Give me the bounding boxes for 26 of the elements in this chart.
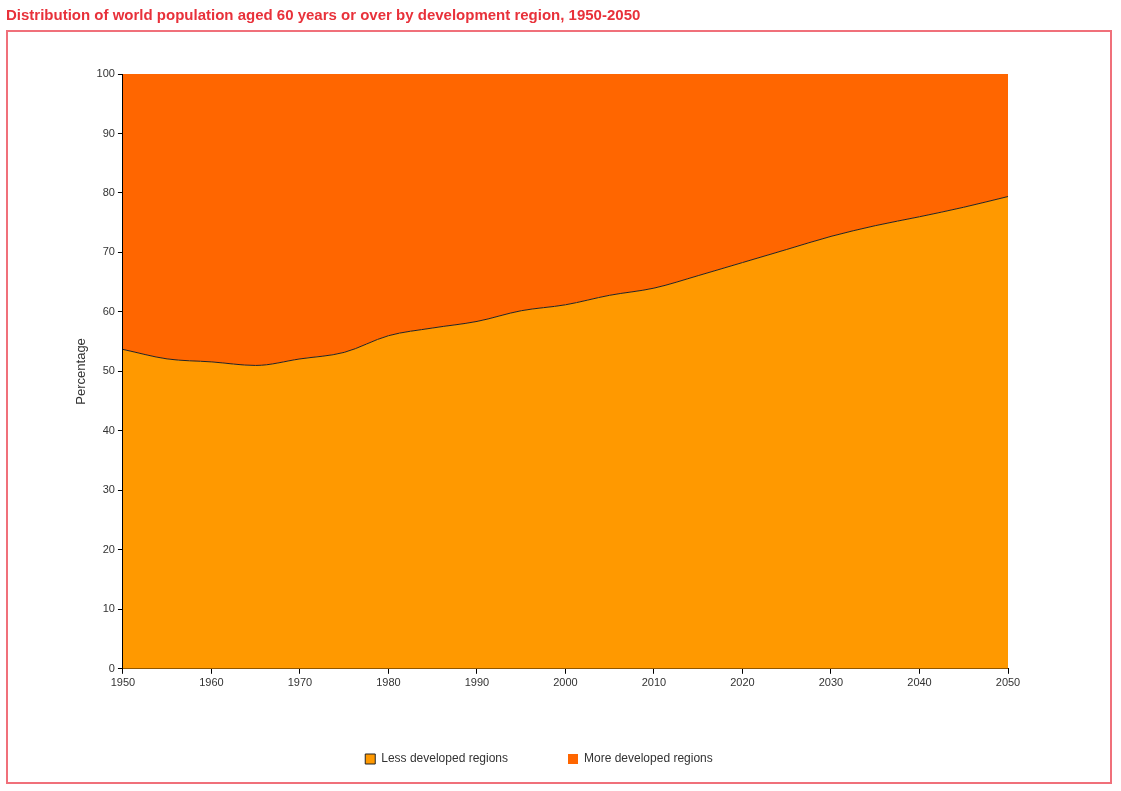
legend-label: More developed regions — [584, 751, 713, 766]
x-tick-label: 2010 — [641, 676, 667, 689]
y-tick-label: 100 — [96, 67, 115, 80]
x-tick-label: 1960 — [199, 676, 224, 689]
y-axis-title: Percentage — [73, 338, 89, 405]
x-tick-label: 1980 — [376, 676, 401, 689]
x-tick-label: 2020 — [730, 676, 755, 689]
y-tick-label: 50 — [102, 364, 115, 377]
y-tick-label: 40 — [102, 423, 115, 436]
x-tick-label: 1950 — [110, 676, 136, 689]
x-tick-label: 2030 — [818, 676, 844, 689]
y-tick-label: 70 — [102, 245, 115, 258]
y-tick-label: 0 — [108, 661, 115, 674]
y-tick-label: 20 — [102, 542, 115, 555]
x-tick-label: 2040 — [907, 676, 932, 689]
y-tick-label: 10 — [102, 602, 115, 615]
y-tick-label: 80 — [102, 185, 115, 198]
x-tick-label: 1970 — [287, 676, 313, 689]
y-tick-label: 60 — [102, 304, 115, 317]
x-tick-label: 1990 — [464, 676, 490, 689]
x-tick-label: 2050 — [995, 676, 1021, 689]
chart-title: Distribution of world population aged 60 years or over by development region, 1950-2050 — [6, 6, 641, 23]
y-tick-label: 90 — [102, 126, 115, 139]
x-tick-label: 2000 — [553, 676, 578, 689]
legend-label: Less developed regions — [381, 751, 509, 766]
y-tick-label: 30 — [102, 483, 115, 496]
